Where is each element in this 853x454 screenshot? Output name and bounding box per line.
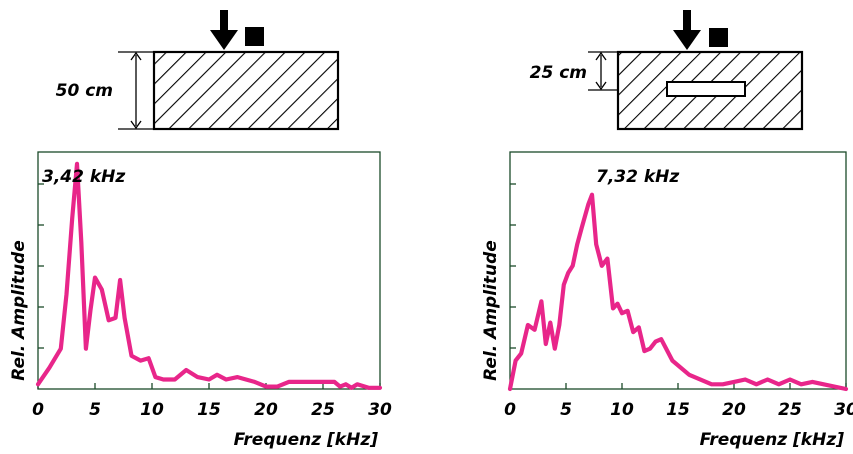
right-thickness-label: 25 cm xyxy=(530,63,587,83)
right-peak-label: 7,32 kHz xyxy=(596,167,679,187)
left-y-axis-label: Rel. Amplitude xyxy=(9,240,29,381)
right-spectrum-line xyxy=(507,192,849,392)
right-x-axis-label: Frequenz [kHz] xyxy=(700,430,845,450)
right-x-tick-label: 15 xyxy=(666,400,690,420)
left-specimen-diagram: 50 cm xyxy=(56,10,340,131)
right-plot-frame xyxy=(509,151,847,390)
left-spectrum-chart: 0 5 10 15 20 25 30 3,42 kHz Frequenz [kHz] Rel. A… xyxy=(9,151,392,450)
right-x-tick-label: 5 xyxy=(560,400,572,420)
left-dimension-arrow-icon xyxy=(118,51,154,130)
left-sensor-square-icon xyxy=(245,27,264,46)
left-x-tick-label: 30 xyxy=(368,400,392,420)
right-x-tick-label: 20 xyxy=(722,400,746,420)
left-x-tick-label: 25 xyxy=(311,400,335,420)
left-x-tick-label: 10 xyxy=(140,400,164,420)
right-specimen-diagram: 25 cm xyxy=(530,10,804,131)
right-y-axis-label: Rel. Amplitude xyxy=(481,240,501,381)
left-x-axis-label: Frequenz [kHz] xyxy=(234,430,379,450)
left-hatched-concrete-block xyxy=(152,50,340,131)
right-x-tick-label: 25 xyxy=(778,400,802,420)
right-sensor-square-icon xyxy=(709,28,728,47)
left-impact-arrow-icon xyxy=(210,10,238,50)
left-thickness-label: 50 cm xyxy=(56,81,113,101)
left-panel: 50 cm 0 5 10 15 20 25 30 3,42 kHz Frequenz [kHz]… xyxy=(9,10,392,450)
left-x-tick-label: 15 xyxy=(197,400,221,420)
left-x-tick-label: 5 xyxy=(89,400,101,420)
left-spectrum-line xyxy=(35,161,383,390)
right-x-tick-label: 30 xyxy=(834,400,853,420)
left-peak-label: 3,42 kHz xyxy=(42,167,125,187)
right-impact-arrow-icon xyxy=(673,10,701,50)
right-x-tick-label: 0 xyxy=(504,400,516,420)
right-void-inclusion xyxy=(666,81,746,97)
left-x-tick-label: 0 xyxy=(32,400,44,420)
right-x-tick-label: 10 xyxy=(610,400,634,420)
left-x-tick-label: 20 xyxy=(254,400,278,420)
left-plot-frame xyxy=(37,151,381,390)
right-dimension-arrow-icon xyxy=(588,51,618,91)
right-panel: 25 cm 0 5 10 15 20 25 30 7,32 kHz Frequenz [kHz]… xyxy=(481,10,853,450)
right-spectrum-chart: 0 5 10 15 20 25 30 7,32 kHz Frequenz [kHz] Rel. A… xyxy=(481,151,853,450)
